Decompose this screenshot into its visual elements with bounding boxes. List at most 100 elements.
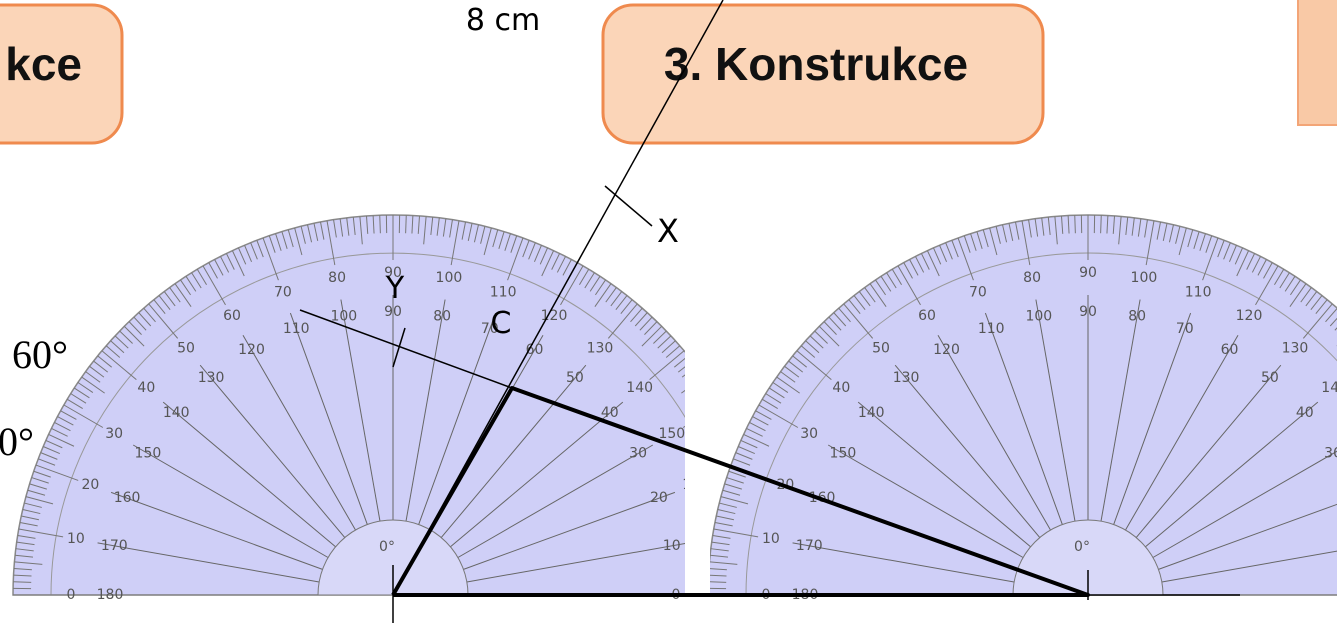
spoke — [1152, 450, 1337, 558]
degree-tick — [909, 259, 919, 276]
degree-tick — [1290, 279, 1301, 296]
degree-tick — [119, 330, 133, 344]
button-label: 3. Konstrukce — [664, 38, 968, 90]
degree-tick — [735, 452, 753, 460]
degree-tick — [51, 427, 68, 437]
degree-tick — [1246, 253, 1256, 270]
degree-tick — [710, 574, 727, 577]
spoke — [857, 401, 1031, 548]
degree-tick — [128, 321, 142, 335]
degree-tick — [796, 350, 832, 381]
degree-tick — [697, 388, 712, 398]
spoke — [405, 299, 446, 522]
degree-tick — [711, 541, 730, 546]
degree-tick — [1100, 215, 1102, 234]
degree-tick — [1106, 215, 1109, 234]
spoke — [457, 444, 654, 558]
degree-tick — [792, 355, 807, 368]
inner-scale-label: 130 — [198, 370, 225, 386]
degree-tick — [710, 411, 726, 420]
degree-tick — [504, 233, 511, 251]
degree-tick — [743, 433, 770, 447]
degree-tick — [237, 247, 247, 265]
degree-tick — [740, 439, 758, 449]
degree-tick — [607, 303, 638, 339]
inner-scale-label: 60 — [526, 342, 544, 358]
degree-tick — [719, 502, 737, 508]
degree-tick — [1199, 233, 1206, 251]
degree-tick — [1302, 303, 1333, 339]
inner-scale-label: 120 — [933, 342, 960, 358]
degree-tick — [634, 312, 648, 327]
degree-tick — [1162, 223, 1168, 242]
outer-scale-label: 50 — [177, 340, 195, 356]
inner-scale-label: 160 — [114, 490, 141, 506]
degree-tick — [1041, 217, 1045, 236]
spoke — [1135, 364, 1282, 538]
degree-tick — [250, 242, 258, 260]
button[interactable] — [0, 3, 124, 145]
outer-scale-label: 100 — [1131, 270, 1158, 286]
degree-tick — [665, 345, 681, 358]
length-label: 8 cm — [466, 3, 540, 38]
degree-tick — [1145, 220, 1155, 266]
degree-tick — [70, 393, 87, 404]
spoke — [418, 312, 497, 525]
degree-tick — [843, 303, 874, 339]
degree-tick — [1060, 215, 1064, 234]
degree-tick — [710, 554, 729, 558]
degree-tick — [467, 223, 473, 242]
degree-tick — [148, 303, 179, 339]
degree-tick — [483, 227, 492, 256]
spoke — [466, 543, 685, 583]
inner-scale-label: 170 — [101, 538, 128, 554]
degree-tick — [1234, 247, 1244, 265]
degree-tick — [1112, 215, 1116, 234]
inner-scale-label: 100 — [1025, 308, 1052, 324]
degree-tick — [256, 240, 264, 258]
spoke — [1113, 312, 1192, 525]
degree-tick — [903, 262, 913, 279]
degree-tick — [449, 219, 453, 238]
degree-tick — [185, 276, 197, 292]
inner-scale-label: 150 — [135, 446, 162, 462]
degree-tick — [1021, 220, 1031, 266]
degree-tick — [510, 235, 518, 253]
spoke — [450, 401, 624, 548]
degree-tick — [63, 404, 104, 428]
degree-tick — [765, 393, 782, 404]
degree-tick — [1131, 217, 1135, 236]
inner-scale-label: 120 — [238, 342, 265, 358]
spoke — [199, 364, 346, 538]
spoke — [97, 542, 320, 583]
degree-tick — [823, 321, 837, 335]
degree-tick — [110, 340, 125, 354]
degree-tick — [788, 360, 804, 373]
degree-tick — [29, 483, 47, 490]
degree-tick — [589, 276, 601, 292]
degree-tick — [657, 335, 672, 349]
degree-tick — [405, 215, 407, 234]
degree-tick — [492, 229, 499, 248]
degree-tick — [649, 350, 685, 381]
button[interactable] — [601, 3, 1045, 145]
degree-tick — [686, 372, 701, 383]
point-label: Y — [385, 271, 405, 306]
degree-tick — [755, 410, 772, 420]
spoke — [162, 401, 336, 548]
degree-tick — [1223, 242, 1231, 260]
degree-tick — [772, 382, 789, 393]
degree-tick — [1187, 229, 1194, 248]
degree-tick — [926, 250, 940, 277]
inner-scale-label: 100 — [330, 308, 357, 324]
degree-tick — [208, 262, 218, 279]
point-label: C — [491, 306, 512, 341]
degree-tick — [970, 233, 977, 251]
degree-tick — [1255, 265, 1279, 306]
degree-tick — [442, 218, 447, 237]
degree-tick — [864, 287, 876, 303]
degree-tick — [818, 325, 840, 347]
degree-tick — [13, 574, 32, 577]
degree-tick — [169, 287, 181, 303]
degree-tick — [1002, 224, 1008, 243]
